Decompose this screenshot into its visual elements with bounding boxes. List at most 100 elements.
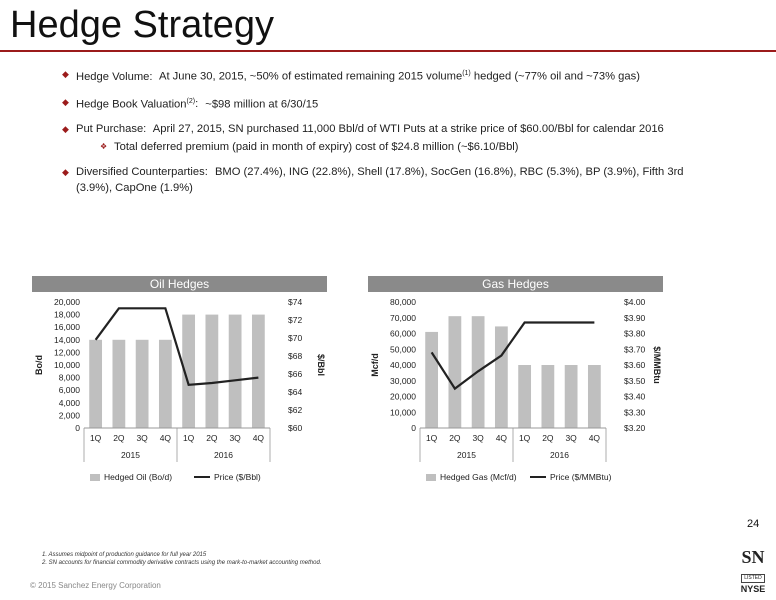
legend-bar-swatch [426, 474, 436, 481]
legend-bar-label: Hedged Gas (Mcf/d) [440, 472, 517, 482]
legend-line-label: Price ($/MMBtu) [550, 472, 612, 482]
y2-tick-label: $60 [288, 423, 302, 433]
y-axis-label: Bo/d [34, 355, 44, 375]
logo-sn: SN [741, 547, 765, 567]
y2-tick-label: $72 [288, 315, 302, 325]
y-tick-label: 12,000 [54, 347, 80, 357]
y2-tick-label: $3.30 [624, 407, 646, 417]
bullet-put-purchase: ◆ Put Purchase: April 27, 2015, SN purch… [62, 121, 722, 155]
diamond-bullet-icon: ◆ [62, 124, 69, 135]
x-tick-label: 1Q [183, 433, 195, 443]
bullet-text: BMO (27.4%), ING (22.8%), Shell (17.8%),… [76, 166, 684, 195]
y-tick-label: 70,000 [390, 313, 416, 323]
legend-bar-swatch [90, 474, 100, 481]
bar [494, 326, 508, 428]
x-tick-label: 1Q [90, 433, 102, 443]
bar [228, 314, 242, 428]
y2-tick-label: $70 [288, 333, 302, 343]
y-tick-label: 20,000 [54, 297, 80, 307]
footnote-ref: (1) [462, 70, 471, 77]
x-tick-label: 3Q [229, 433, 241, 443]
y-tick-label: 60,000 [390, 329, 416, 339]
gas-hedges-chart: Gas Hedges 0 10,000 20,000 30,000 40,000 50,0… [368, 276, 663, 515]
bullet-counterparties: ◆ Diversified Counterparties: BMO (27.4%… [62, 164, 722, 196]
bullet-hedge-book: ◆ Hedge Book Valuation(2): ~$98 million … [62, 94, 722, 113]
diamond-bullet-icon: ◆ [62, 167, 69, 178]
x-tick-label: 4Q [589, 433, 601, 443]
bullet-text: ~$98 million at 6/30/15 [205, 98, 319, 111]
legend-line-label: Price ($/Bbl) [214, 472, 261, 482]
bullet-label: Hedge Volume: [76, 70, 153, 83]
logo-listed: LISTED [741, 574, 765, 583]
y-tick-label: 80,000 [390, 297, 416, 307]
bar [182, 314, 196, 428]
sub-bullet: ❖ Total deferred premium (paid in month … [76, 139, 722, 155]
bullet-label-colon: : [195, 98, 199, 111]
bar [425, 331, 439, 428]
y2-tick-label: $68 [288, 351, 302, 361]
bullet-text-cont: hedged (~77% oil and ~73% gas) [470, 70, 640, 83]
price-line [430, 321, 595, 391]
y-tick-label: 2,000 [59, 410, 81, 420]
bullet-label: Diversified Counterparties: [76, 166, 208, 179]
x-group-label: 2015 [121, 450, 140, 460]
y2-tick-label: $62 [288, 405, 302, 415]
y2-tick-label: $3.70 [624, 344, 646, 354]
bullet-text: April 27, 2015, SN purchased 11,000 Bbl/… [152, 123, 664, 136]
bar [541, 365, 555, 428]
x-tick-label: 2Q [206, 433, 218, 443]
y2-tick-label: $3.60 [624, 360, 646, 370]
y-tick-label: 4,000 [59, 398, 81, 408]
y2-tick-label: $3.50 [624, 376, 646, 386]
y-tick-label: 30,000 [390, 376, 416, 386]
x-tick-label: 2Q [113, 433, 125, 443]
bullet-label: Hedge Book Valuation [76, 98, 187, 111]
bar [158, 339, 172, 428]
y2-tick-label: $3.40 [624, 392, 646, 402]
copyright: © 2015 Sanchez Energy Corporation [30, 581, 161, 590]
title-divider [0, 50, 776, 52]
y-tick-label: 40,000 [390, 360, 416, 370]
x-tick-label: 4Q [496, 433, 508, 443]
oil-hedges-chart: Oil Hedges 0 2,000 4,000 6,000 8,000 10,000 12… [32, 276, 327, 515]
y-tick-label: 16,000 [54, 322, 80, 332]
y-tick-label: 18,000 [54, 310, 80, 320]
bullet-text: At June 30, 2015, ~50% of estimated rema… [159, 70, 463, 83]
x-group-label: 2016 [550, 450, 569, 460]
bar [112, 339, 126, 428]
y-tick-label: 0 [75, 423, 80, 433]
y2-tick-label: $64 [288, 387, 302, 397]
y-tick-label: 20,000 [390, 392, 416, 402]
diamond-bullet-icon: ◆ [62, 96, 69, 107]
sub-diamond-icon: ❖ [100, 142, 108, 152]
y-tick-label: 50,000 [390, 344, 416, 354]
y2-tick-label: $74 [288, 297, 302, 307]
bar [564, 365, 578, 428]
y-tick-label: 14,000 [54, 335, 80, 345]
bar [251, 314, 265, 428]
oil-chart-plot: 0 2,000 4,000 6,000 8,000 10,000 12,000 14,000 1… [34, 297, 326, 482]
footnotes: 1. Assumes midpoint of production guidan… [42, 551, 321, 567]
sub-bullet-text: Total deferred premium (paid in month of… [114, 141, 519, 154]
x-tick-label: 2Q [542, 433, 554, 443]
chart-title: Gas Hedges [368, 276, 663, 292]
x-tick-label: 1Q [519, 433, 531, 443]
page-number: 24 [747, 518, 760, 530]
chart-title: Oil Hedges [32, 276, 327, 292]
x-tick-label: 4Q [160, 433, 172, 443]
y-tick-label: 10,000 [54, 360, 80, 370]
y2-tick-label: $3.20 [624, 423, 646, 433]
bullet-label: Put Purchase: [76, 123, 147, 136]
footnote-2: 2. SN accounts for financial commodity d… [42, 560, 322, 566]
y-axis-label: Mcf/d [370, 353, 380, 377]
y2-axis-label: $/Bbl [316, 354, 326, 376]
footnote-ref: (2) [186, 97, 196, 105]
bullet-list: ◆ Hedge Volume: At June 30, 2015, ~50% o… [62, 66, 722, 205]
x-tick-label: 3Q [565, 433, 577, 443]
y-tick-label: 10,000 [390, 407, 416, 417]
gas-chart-plot: 0 10,000 20,000 30,000 40,000 50,000 60,000 70,… [370, 297, 662, 482]
diamond-bullet-icon: ◆ [62, 69, 69, 79]
sn-nyse-logo: SN LISTED NYSE [736, 548, 770, 594]
legend-bar-label: Hedged Oil (Bo/d) [104, 472, 172, 482]
y2-axis-label: $/MMBtu [652, 346, 662, 384]
